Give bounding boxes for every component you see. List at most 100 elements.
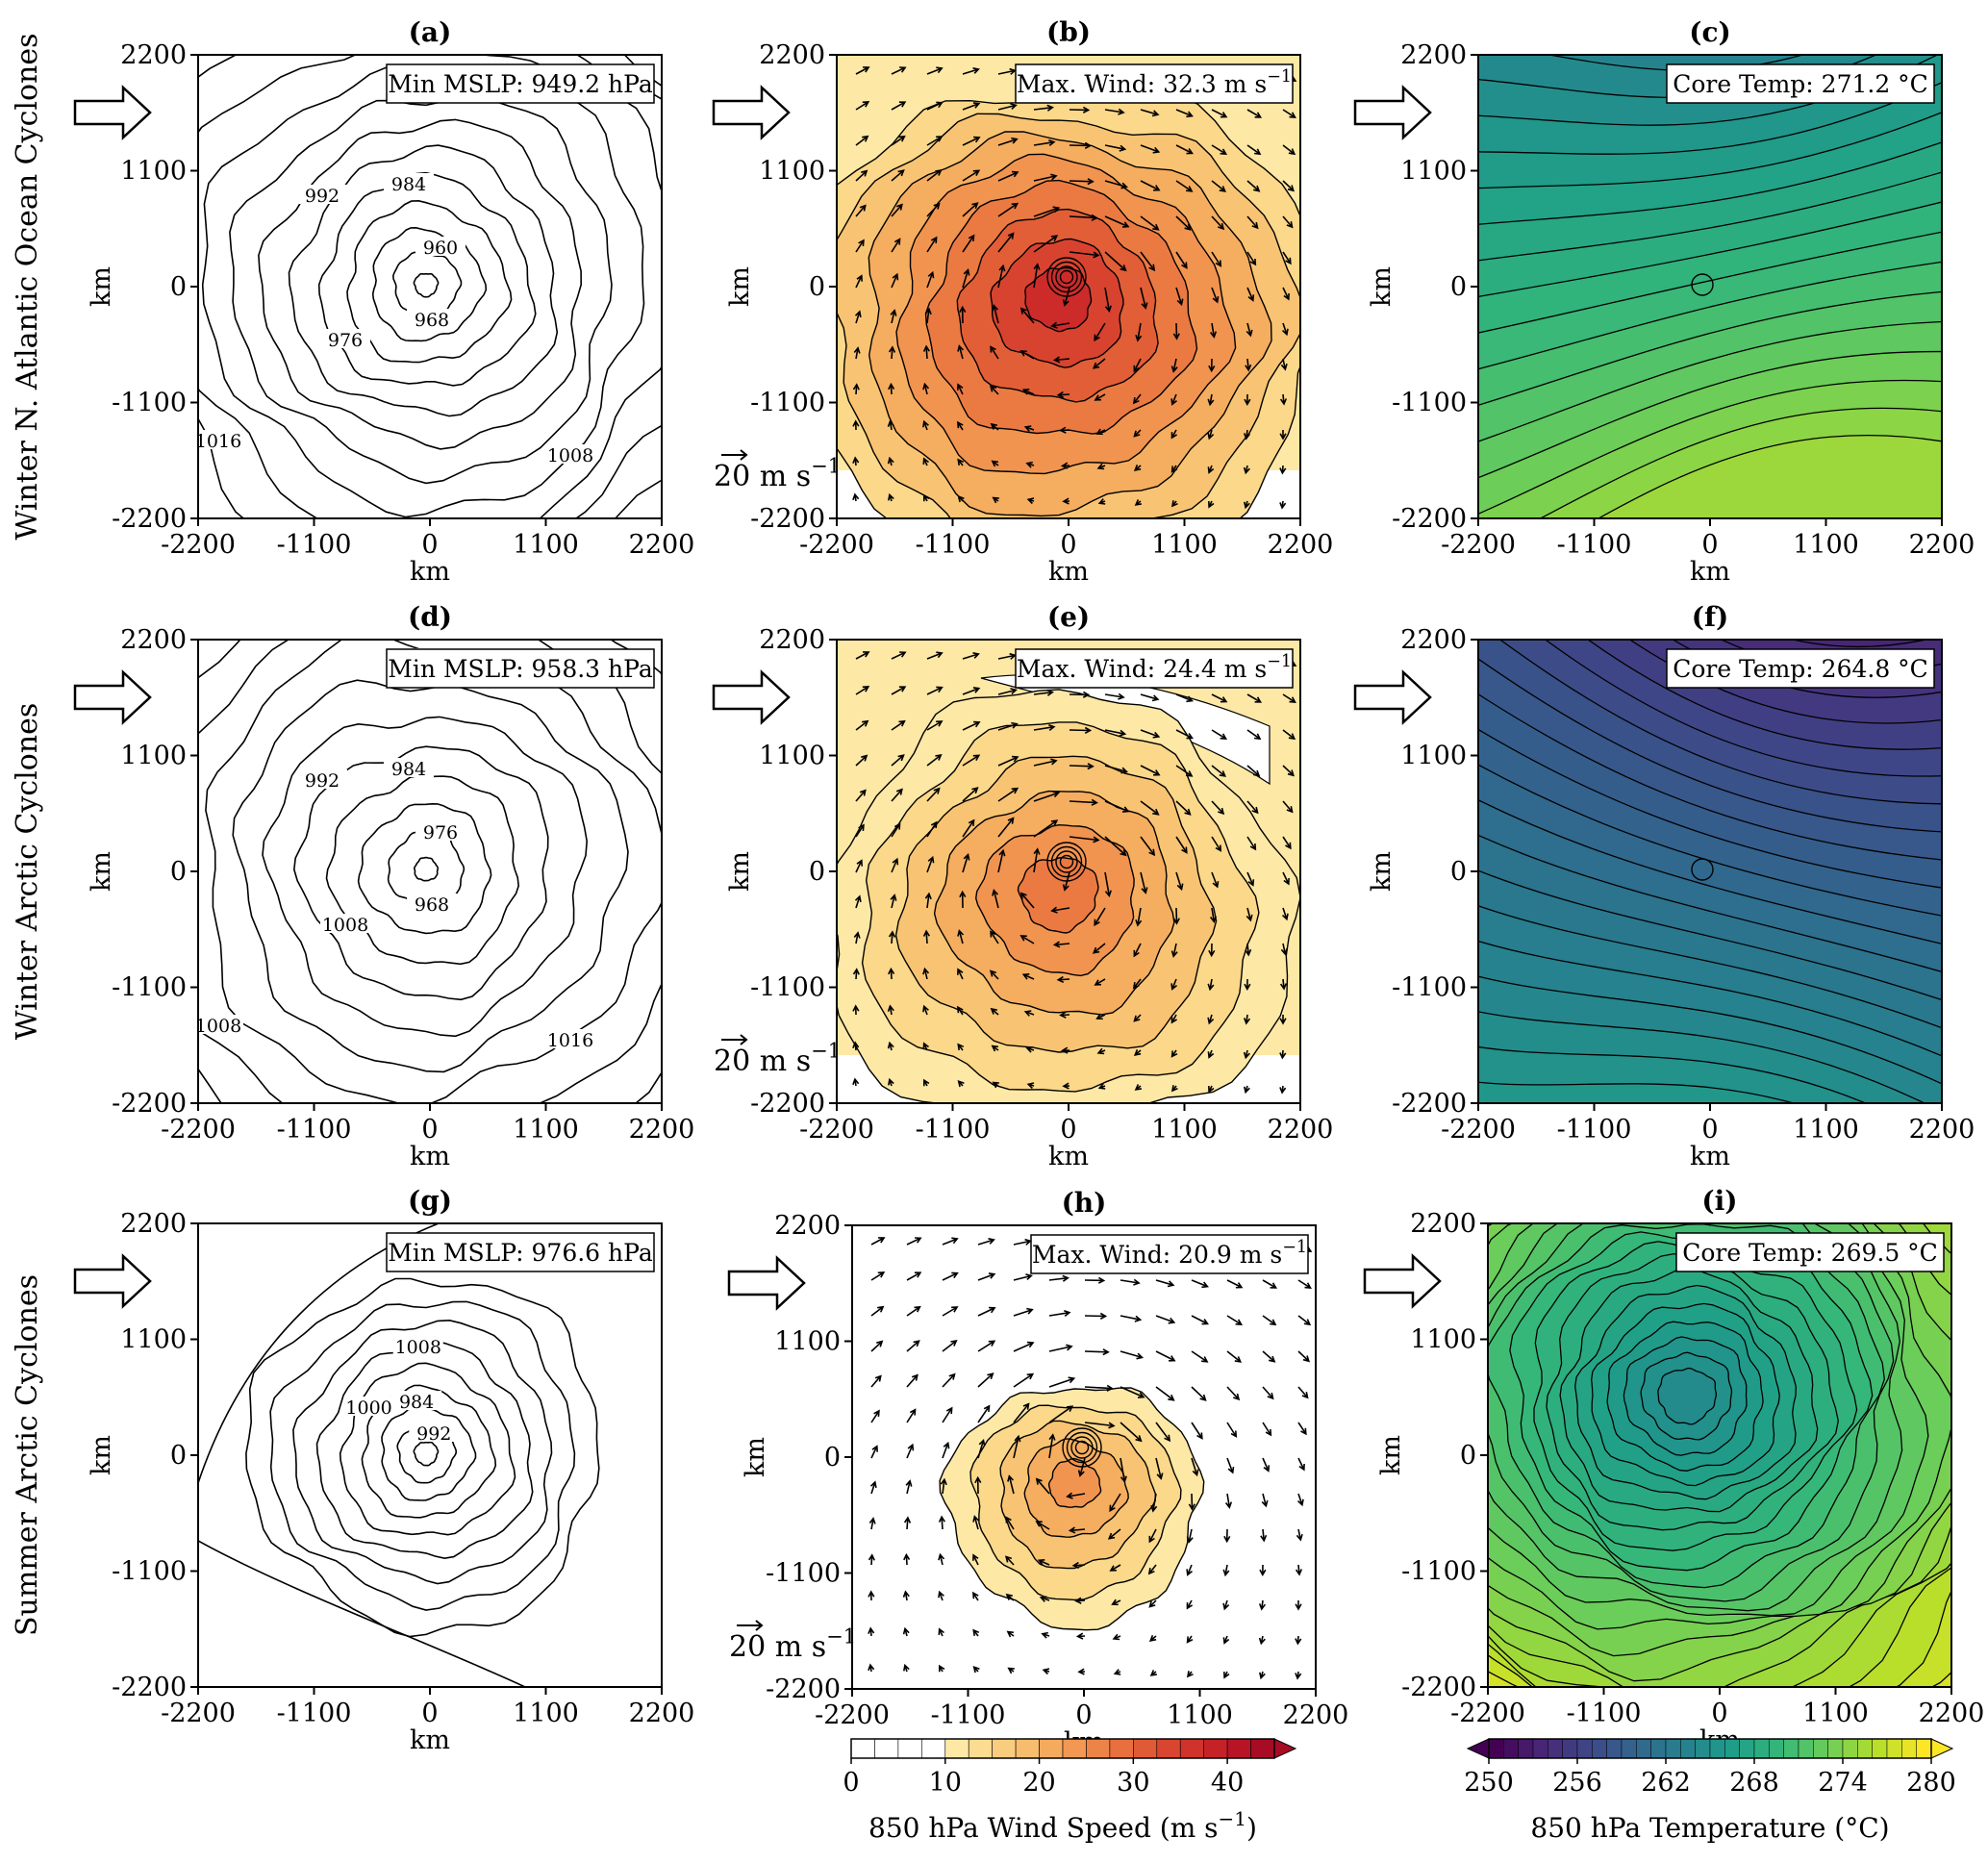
x-tick-label: 0 [421, 1115, 438, 1145]
wind-vector [891, 203, 903, 217]
wind-vector [1208, 1085, 1215, 1094]
x-tick-label: 1100 [1151, 1115, 1218, 1145]
wind-vector [1246, 693, 1263, 703]
wind-vector [1048, 1274, 1069, 1282]
wind-vector [1282, 109, 1296, 119]
wind-vector [1135, 322, 1143, 342]
x-tick-label: 1100 [1793, 1115, 1859, 1145]
colorbar-segment [1518, 1738, 1534, 1759]
wind-vector [972, 1665, 980, 1674]
wind-vector [1155, 1422, 1171, 1443]
wind-vector [1004, 1555, 1015, 1566]
wind-vector [923, 493, 930, 502]
x-tick-label: 2200 [629, 1699, 695, 1728]
wind-vector [1297, 1279, 1312, 1290]
colorbar-segment [1562, 1738, 1578, 1759]
wind-vector [1069, 798, 1098, 806]
wind-vector [1056, 390, 1070, 399]
wind-vector [1133, 358, 1142, 373]
axes-frame [836, 54, 1301, 519]
wind-vector [1186, 1671, 1194, 1678]
wind-vector [1013, 1341, 1035, 1352]
wind-vector [977, 1238, 995, 1246]
x-tick-label: 2200 [1283, 1700, 1349, 1730]
wind-vector [1074, 1597, 1086, 1604]
wind-vector [1259, 1564, 1267, 1577]
wind-vector [868, 1590, 875, 1601]
mslp-contour [413, 1441, 440, 1467]
wind-vector [997, 232, 1015, 253]
x-tick-label: -1100 [916, 1115, 991, 1145]
contour-label: 1008 [195, 1016, 241, 1037]
colorbar-label: 850 hPa Temperature (°C) [1530, 1812, 1889, 1844]
wind-vector [997, 688, 1018, 695]
wind-vector [1019, 350, 1035, 360]
wind-vector [926, 820, 938, 838]
colorbar-segment [1827, 1738, 1844, 1759]
wind-vector [977, 1306, 996, 1317]
wind-vector [1104, 251, 1127, 272]
wind-vector [1207, 429, 1215, 441]
wind-vector [1175, 729, 1194, 740]
wind-vector [1062, 497, 1070, 505]
wind-vector [1175, 251, 1188, 269]
wind-vector [905, 1479, 913, 1495]
y-tick-label: -1100 [112, 1557, 187, 1587]
eye-contour [1055, 265, 1078, 289]
wind-vector [1033, 847, 1041, 873]
colorbar-segment [1133, 1738, 1158, 1759]
wind-vector [1132, 978, 1142, 990]
wind-vector [870, 1340, 884, 1352]
wind-vector [1033, 138, 1056, 147]
plot-area: 1000992984976968100810161008 [195, 640, 662, 1103]
wind-vector [926, 101, 944, 111]
y-tick-label: 2200 [1400, 40, 1467, 70]
wind-vector [854, 894, 862, 909]
y-tick-label: 1100 [774, 1327, 841, 1357]
annotation-box [1015, 63, 1294, 104]
colorbar-tick-label: 30 [1117, 1768, 1149, 1798]
wind-vector [997, 848, 1006, 873]
wind-vector [903, 1552, 911, 1566]
y-tick-label: 0 [809, 272, 825, 302]
wind-vector [1246, 215, 1259, 230]
wind-vector [922, 929, 930, 944]
wind-vector [1120, 1350, 1145, 1360]
colorbar-temp: 250 256 262 268 274 280 850 hPa Temperature (°… [1464, 1738, 1956, 1844]
colorbar-segment [1488, 1738, 1504, 1759]
wind-vector [1222, 1635, 1230, 1645]
wind-vector [1246, 287, 1255, 302]
wind-vector [1134, 499, 1143, 506]
colorbar-segment [1857, 1738, 1873, 1759]
y-tick-label: 2200 [774, 1211, 841, 1241]
y-tick-label: 1100 [759, 742, 825, 771]
wind-vector [855, 686, 870, 695]
wind-vector [1207, 978, 1215, 992]
colorbar-tick-label: 250 [1464, 1768, 1514, 1798]
wind-vector [1035, 1521, 1050, 1530]
mslp-contour [315, 1340, 534, 1560]
wind-vector [1133, 1014, 1142, 1022]
x-tick-label: 1100 [513, 1699, 579, 1728]
wind-vector [1295, 1671, 1302, 1680]
x-tick-label: -1100 [1557, 530, 1632, 560]
annotation-text: Max. Wind: 24.4 m s−1 [1017, 652, 1292, 683]
mslp-contour [292, 1319, 553, 1585]
annotation-text: Core Temp: 269.5 °C [1682, 1239, 1938, 1267]
wind-vector [888, 1077, 894, 1087]
wind-vector [1207, 465, 1215, 474]
wind-vector [1059, 426, 1070, 434]
plot-area [1478, 55, 1942, 518]
flow-direction-arrow-icon [712, 85, 791, 140]
quiver-key-arrow [721, 1034, 748, 1045]
y-axis-label: km [741, 1437, 770, 1477]
contour-label: 976 [423, 822, 458, 843]
wind-vector [1133, 429, 1142, 438]
wind-vector [1211, 800, 1225, 816]
panel-label: (a) [409, 16, 452, 48]
colorbar-segment [1503, 1738, 1519, 1759]
wind-vector [868, 1626, 875, 1637]
panel-c: -2200-2200 -1100 -1100 0 0 1100 1100 2200 2200 km… [1353, 16, 1975, 587]
y-tick-label: -1100 [1392, 389, 1467, 418]
